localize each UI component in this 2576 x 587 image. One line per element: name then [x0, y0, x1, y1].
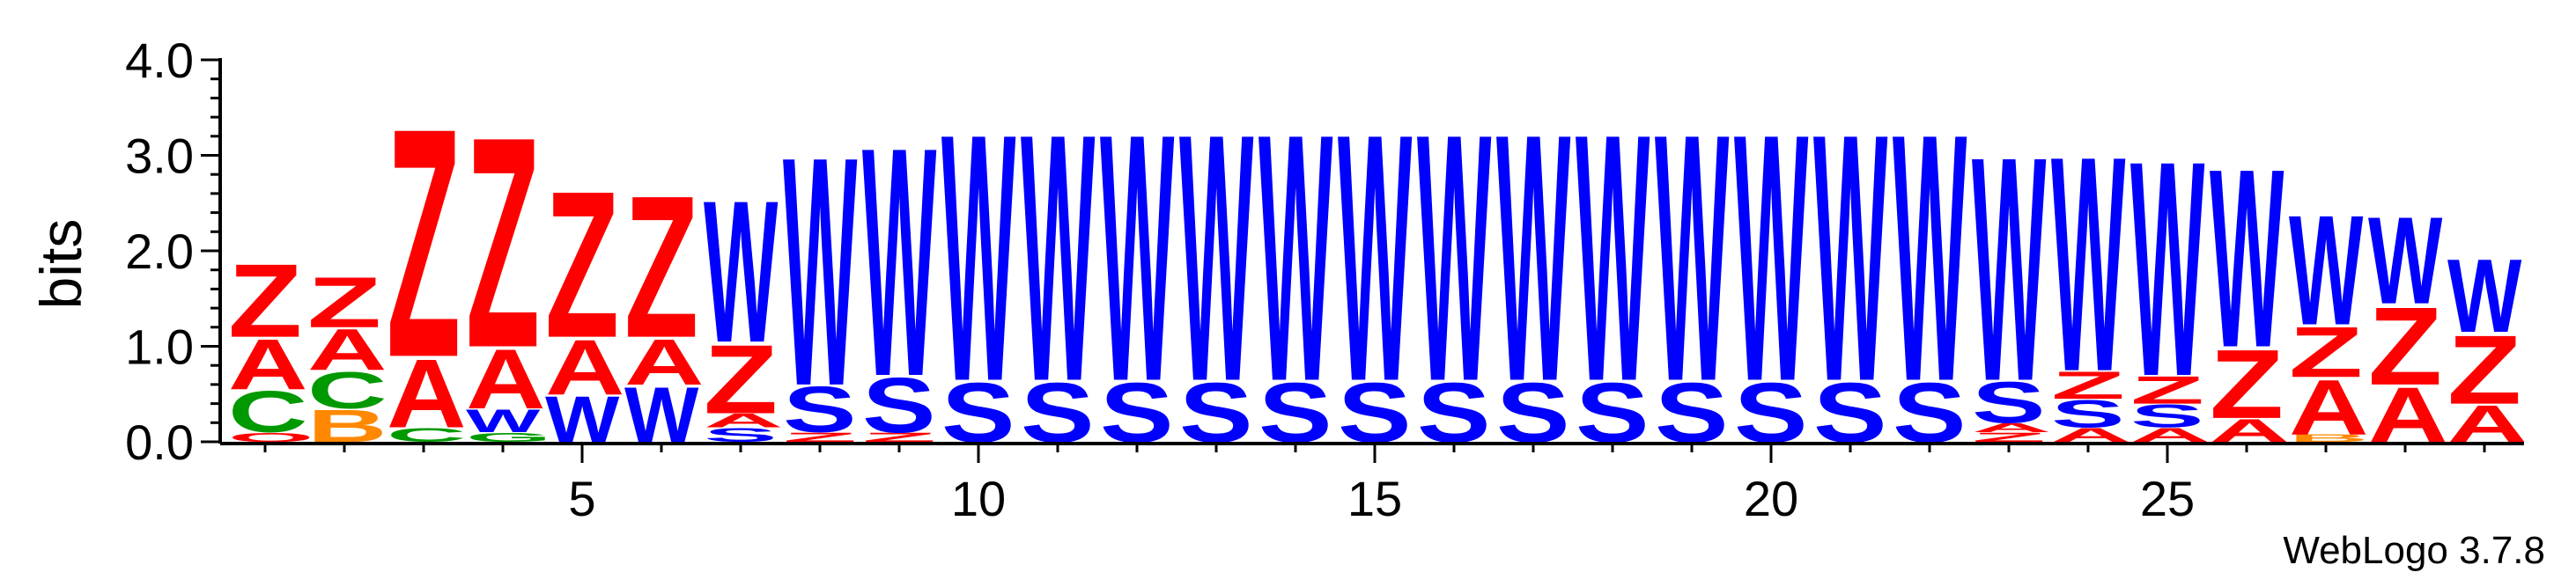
logo-letter-w: W — [1576, 60, 1650, 455]
x-tick-label: 5 — [568, 471, 595, 526]
y-tick-label: 3.0 — [125, 128, 194, 184]
logo-letter-w: W — [1496, 60, 1571, 455]
logo-letter-w: W — [1893, 60, 1967, 455]
logo-letter-s: S — [1972, 370, 2046, 436]
logo-letter-w: W — [1258, 60, 1333, 455]
logo-letter-w: W — [2368, 192, 2443, 331]
logo-letter-z: Z — [783, 429, 857, 444]
logo-letter-w: W — [466, 402, 541, 439]
logo-letter-z: Z — [387, 61, 461, 426]
logo-letter-z: Z — [2210, 329, 2284, 439]
logo-letter-a: A — [2289, 364, 2369, 451]
axes: 0.0 1.0 2.0 3.0 4.0 5 10 15 20 25 — [125, 33, 2524, 526]
logo-letter-w: W — [2130, 98, 2204, 441]
logo-letter-w: W — [1100, 60, 1175, 455]
y-axis-label: bits — [28, 219, 93, 310]
logo-letter-a: A — [307, 318, 388, 384]
logo-letter-s: S — [862, 363, 936, 450]
x-tick-label: 15 — [1347, 471, 1402, 526]
logo-letter-w: W — [1021, 60, 1096, 455]
weblogo-watermark: WebLogo 3.7.8 — [2283, 529, 2545, 572]
logo-letter-a: A — [545, 324, 625, 411]
logo-letter-a: A — [466, 332, 546, 427]
y-tick-label: 4.0 — [125, 33, 194, 88]
logo-letter-z: Z — [228, 243, 302, 359]
y-tick-label: 2.0 — [125, 224, 194, 279]
logo-letter-z: Z — [466, 75, 540, 411]
logo-letter-w: W — [2051, 93, 2125, 437]
logo-letter-w: W — [2289, 182, 2363, 358]
logo-letter-g: G — [466, 430, 552, 445]
logo-letter-w: W — [941, 60, 1016, 455]
logo-letter-w: W — [862, 80, 937, 445]
logo-letter-s: S — [2130, 398, 2204, 435]
logo-letter-z: Z — [624, 154, 698, 380]
logo-letter-c: C — [228, 379, 308, 445]
logo-letter-z: Z — [2051, 363, 2125, 407]
logo-letter-z: Z — [862, 429, 936, 444]
x-tick-label: 25 — [2140, 471, 2195, 526]
logo-letter-w: W — [783, 89, 858, 454]
logo-letter-w: W — [1972, 91, 2047, 449]
logo-letter-a: A — [624, 326, 705, 399]
logo-letter-a: A — [1972, 421, 2052, 436]
logo-letter-w: W — [2210, 117, 2284, 401]
logo-letter-a: A — [704, 410, 784, 432]
logo-letter-w: W — [1417, 60, 1492, 455]
logo-letter-w: W — [704, 159, 778, 385]
x-tick-label: 20 — [1744, 471, 1798, 526]
logo-letter-z: Z — [2130, 368, 2204, 412]
logo-letter-z: Z — [2447, 315, 2521, 425]
logo-letter-b: B — [2289, 432, 2369, 444]
logo-letter-w: W — [1813, 60, 1888, 455]
logo-letter-w: W — [1734, 60, 1809, 455]
logo-letter-a: A — [228, 325, 308, 405]
logo-letter-w: W — [1179, 60, 1254, 455]
y-tick-label: 0.0 — [125, 415, 194, 470]
logo-letter-w: W — [2447, 238, 2522, 355]
logo-letter-z: Z — [2368, 284, 2442, 409]
logo-letter-z: Z — [307, 261, 381, 342]
logo-letter-z: Z — [2289, 312, 2363, 393]
logo-letter-z: Z — [704, 325, 778, 435]
logo-letter-a: A — [387, 340, 467, 449]
logo-letter-w: W — [1655, 60, 1730, 455]
logo-letter-w: W — [1338, 60, 1413, 455]
logo-letter-z: Z — [545, 148, 619, 382]
y-tick-label: 1.0 — [125, 319, 194, 375]
logo-letter-c: C — [307, 361, 388, 420]
logo-letter-s: S — [2051, 392, 2125, 436]
logo-letter-s: S — [783, 373, 857, 446]
logo-letter-z: Z — [1972, 429, 2046, 444]
x-tick-label: 10 — [951, 471, 1006, 526]
logo-letter-q: Q — [228, 430, 314, 445]
